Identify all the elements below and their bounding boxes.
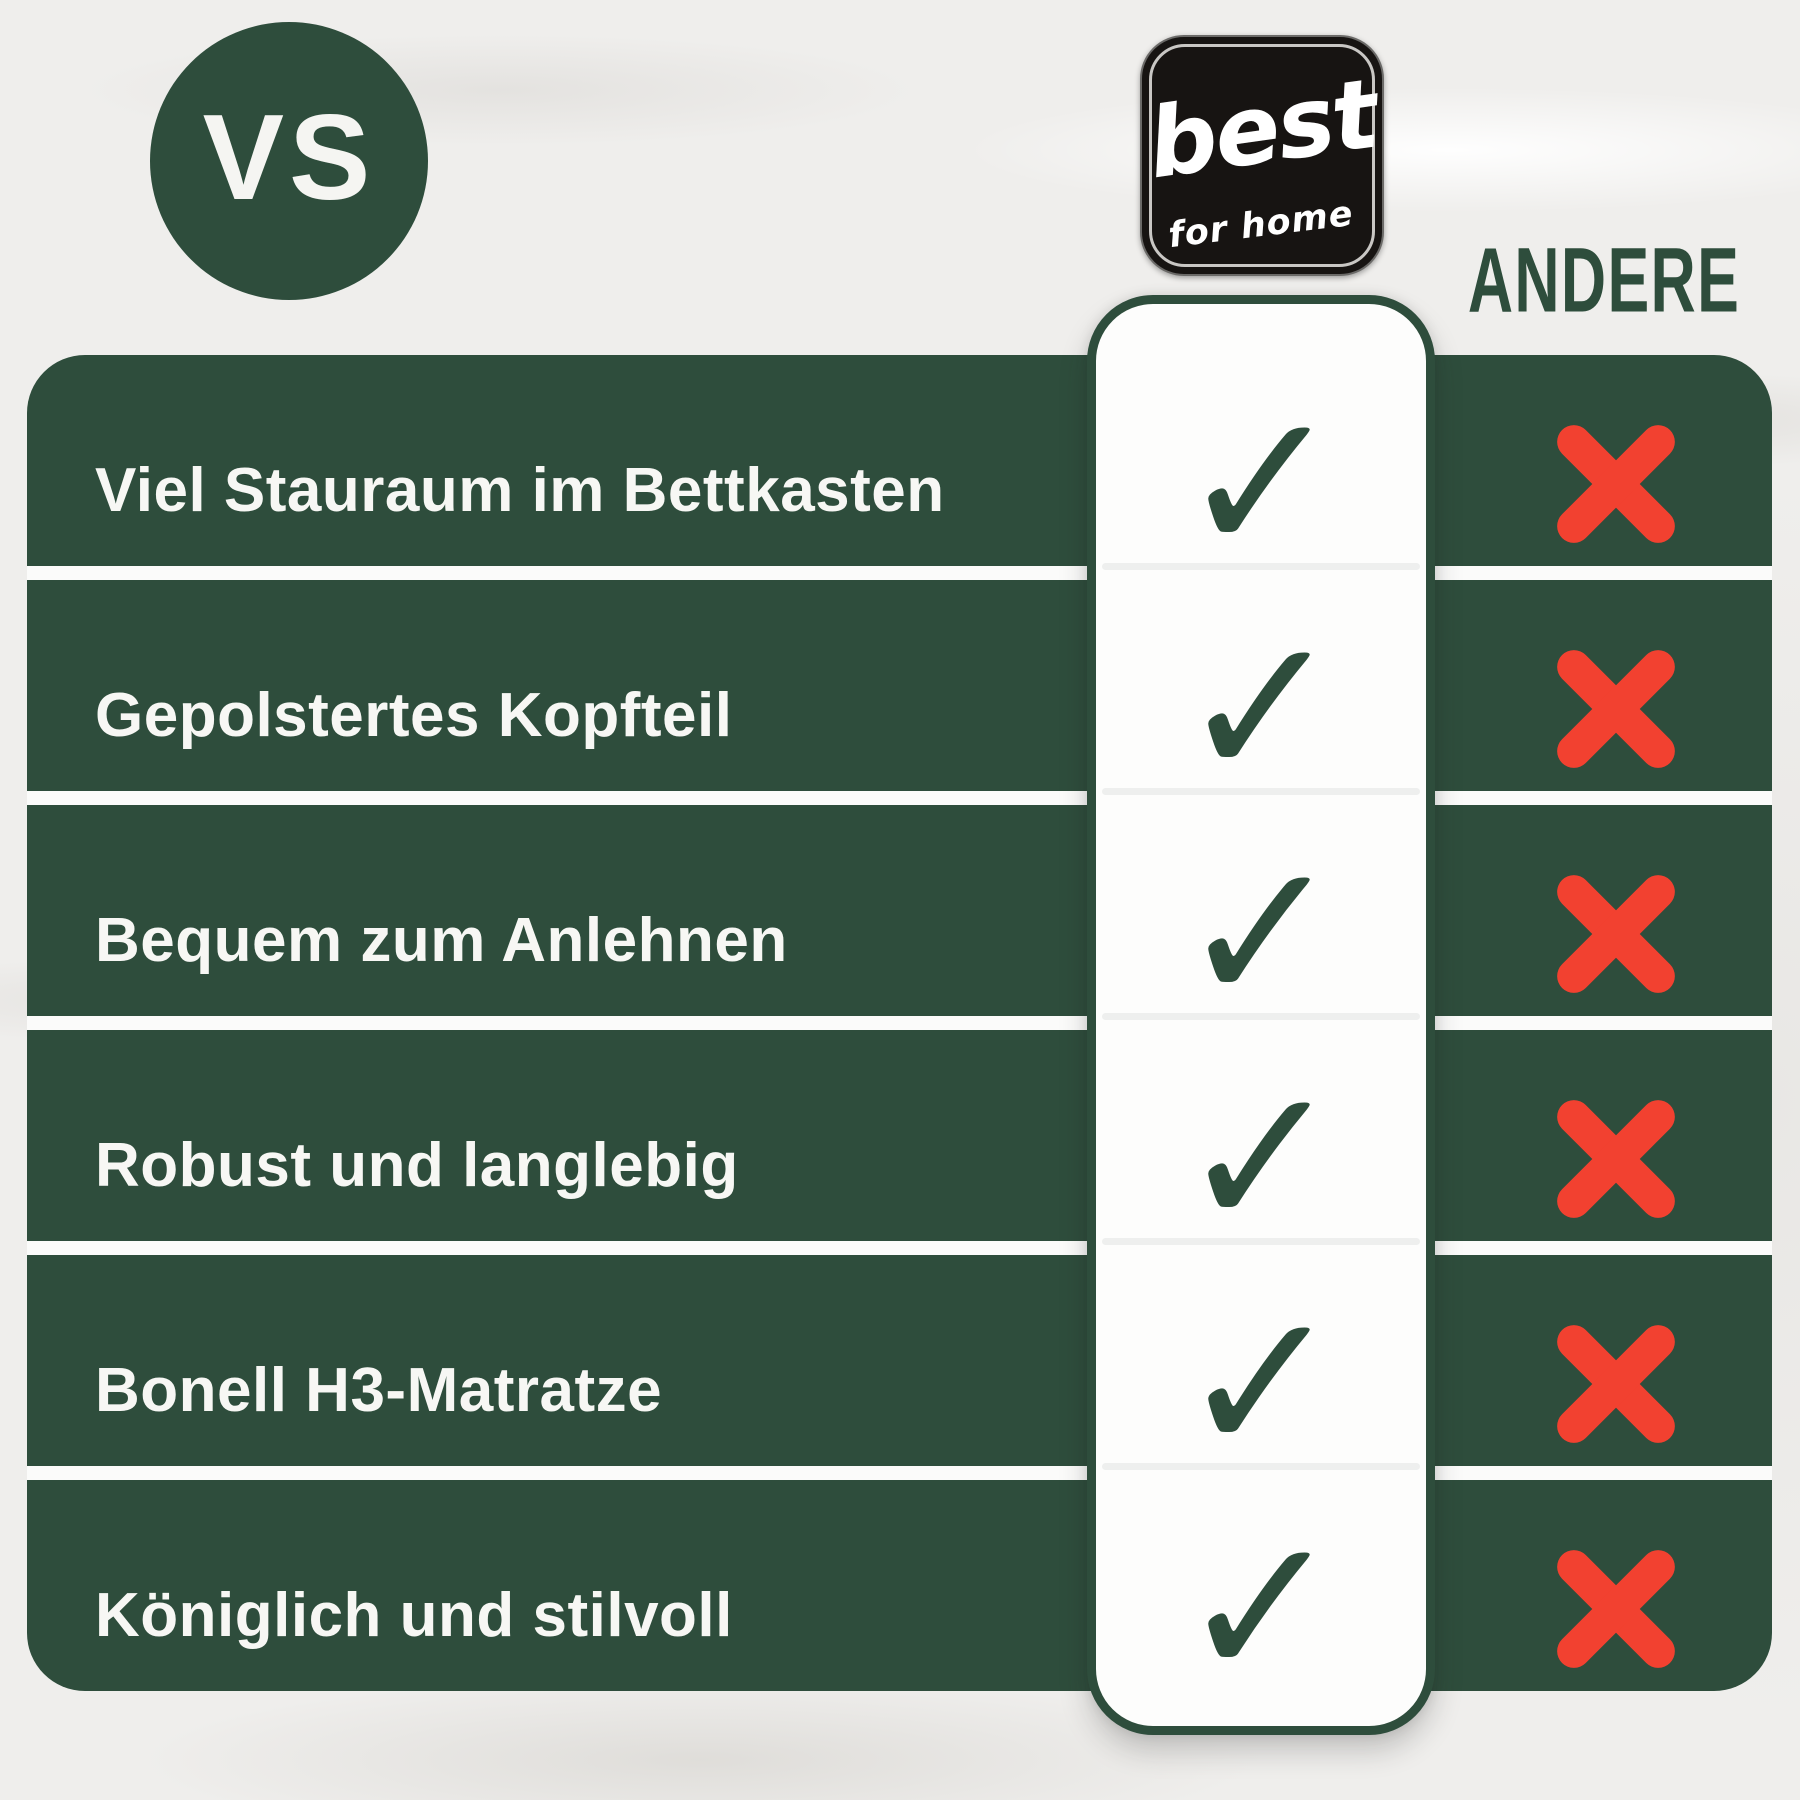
cross-icon (1547, 1317, 1685, 1451)
cross-icon (1547, 1092, 1685, 1226)
feature-label: Bequem zum Anlehnen (95, 906, 788, 975)
feature-label: Bonell H3-Matratze (95, 1356, 663, 1425)
feature-label: Robust und langlebig (95, 1131, 739, 1200)
table-row: Bonell H3-Matratze (27, 1255, 1772, 1466)
brand-logo: best for home (1140, 35, 1384, 276)
feature-label: Viel Stauraum im Bettkasten (95, 456, 945, 525)
competitor-header: ANDERE (1468, 230, 1800, 386)
table-row: Viel Stauraum im Bettkasten (27, 355, 1772, 566)
table-row: Robust und langlebig (27, 1030, 1772, 1241)
vs-badge: VS (150, 22, 428, 300)
competitor-label: ANDERE (1467, 229, 1741, 332)
cross-icon (1547, 867, 1685, 1001)
cross-icon (1547, 417, 1685, 551)
vs-label: VS (202, 89, 376, 225)
feature-label: Gepolstertes Kopfteil (95, 681, 733, 750)
table-row: Gepolstertes Kopfteil (27, 580, 1772, 791)
brand-logo-wordmark: best (1140, 57, 1384, 201)
feature-label: Königlich und stilvoll (95, 1581, 733, 1650)
table-row: Bequem zum Anlehnen (27, 805, 1772, 1016)
cross-icon (1547, 1542, 1685, 1676)
comparison-table: Viel Stauraum im Bettkasten Gepolstertes… (27, 355, 1772, 1691)
table-row: Königlich und stilvoll (27, 1480, 1772, 1691)
cross-icon (1547, 642, 1685, 776)
brand-logo-tagline: for home (1166, 193, 1356, 257)
